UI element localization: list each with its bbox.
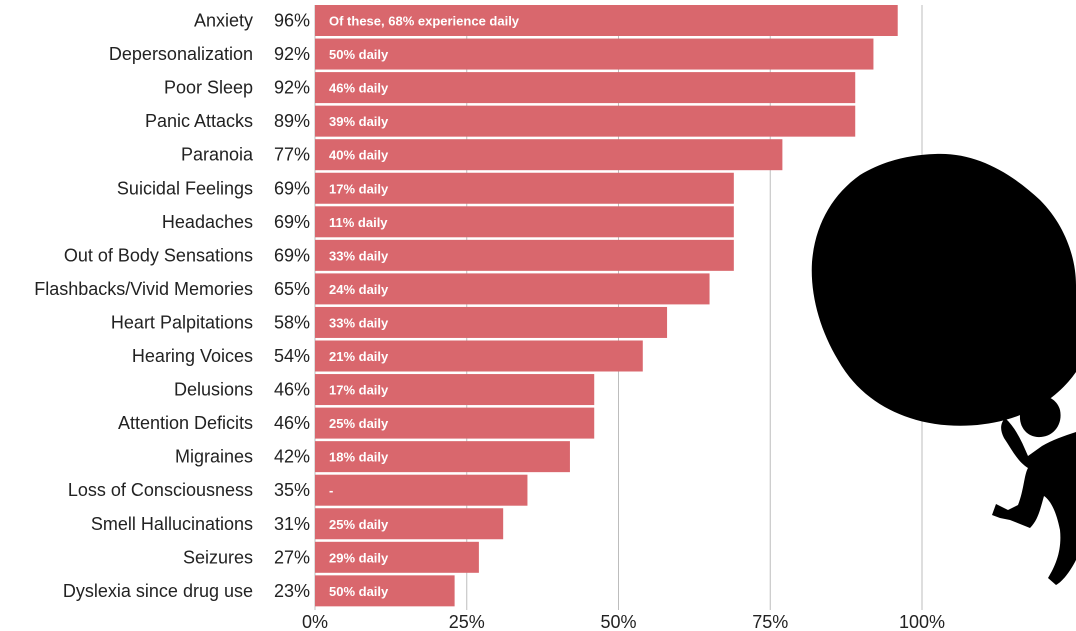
bar — [315, 72, 856, 104]
value-label: 69% — [274, 245, 310, 265]
category-label: Poor Sleep — [164, 78, 253, 98]
x-tick-label: 25% — [449, 612, 485, 631]
bar-data-label: 39% daily — [329, 114, 389, 129]
bar-data-label: Of these, 68% experience daily — [329, 14, 520, 29]
bar-data-label: 33% daily — [329, 315, 389, 330]
value-label: 23% — [274, 581, 310, 601]
category-label: Attention Deficits — [118, 413, 253, 433]
value-label: 58% — [274, 312, 310, 332]
value-label: 54% — [274, 346, 310, 366]
bar-data-label: 17% daily — [329, 181, 389, 196]
value-label: 96% — [274, 11, 310, 31]
bar-data-label: 24% daily — [329, 282, 389, 297]
bar — [315, 407, 595, 439]
bar — [315, 273, 710, 305]
bar — [315, 5, 898, 36]
bar — [315, 340, 643, 372]
bar — [315, 474, 528, 506]
category-label: Hearing Voices — [132, 346, 253, 366]
bar-data-label: 33% daily — [329, 248, 389, 263]
category-label: Seizures — [183, 547, 253, 567]
bar-data-label: 50% daily — [329, 47, 389, 62]
x-tick-label: 100% — [899, 612, 945, 631]
bar — [315, 172, 734, 204]
value-label: 92% — [274, 44, 310, 64]
bar — [315, 38, 874, 70]
bar-data-label: 17% daily — [329, 383, 389, 398]
value-label: 35% — [274, 480, 310, 500]
bar — [315, 139, 783, 171]
value-label: 65% — [274, 279, 310, 299]
value-label: 46% — [274, 413, 310, 433]
x-tick-label: 75% — [752, 612, 788, 631]
value-label: 69% — [274, 178, 310, 198]
bar — [315, 508, 504, 540]
bar-data-label: 46% daily — [329, 81, 389, 96]
bar — [315, 575, 455, 607]
value-label: 46% — [274, 380, 310, 400]
x-axis: 0% 25% 50% 75% 100% — [302, 612, 945, 631]
value-label: 77% — [274, 145, 310, 165]
category-label: Flashbacks/Vivid Memories — [34, 279, 253, 299]
bar — [315, 374, 595, 406]
category-label: Migraines — [175, 447, 253, 467]
bar-data-label: 25% daily — [329, 416, 389, 431]
category-label: Heart Palpitations — [111, 312, 253, 332]
category-label: Delusions — [174, 380, 253, 400]
bar — [315, 239, 734, 271]
value-label: 89% — [274, 111, 310, 131]
bar-data-label: 18% daily — [329, 450, 389, 465]
x-tick-label: 0% — [302, 612, 328, 631]
value-label: 42% — [274, 447, 310, 467]
bar-data-label: 40% daily — [329, 148, 389, 163]
category-label: Depersonalization — [109, 44, 253, 64]
bar — [315, 206, 734, 238]
category-label: Suicidal Feelings — [117, 178, 253, 198]
category-label: Out of Body Sensations — [64, 245, 253, 265]
bar — [315, 105, 856, 137]
value-label: 31% — [274, 514, 310, 534]
bar-data-label: - — [329, 483, 333, 498]
bar-data-label: 29% daily — [329, 550, 389, 565]
category-label: Panic Attacks — [145, 111, 253, 131]
value-label: 69% — [274, 212, 310, 232]
bar-data-label: 50% daily — [329, 584, 389, 599]
value-label: 27% — [274, 547, 310, 567]
bar-data-label: 21% daily — [329, 349, 389, 364]
category-label: Dyslexia since drug use — [63, 581, 253, 601]
category-label: Paranoia — [181, 145, 254, 165]
bar — [315, 306, 668, 338]
category-label: Loss of Consciousness — [68, 480, 253, 500]
category-label: Smell Hallucinations — [91, 514, 253, 534]
value-label: 92% — [274, 78, 310, 98]
category-label: Anxiety — [194, 11, 253, 31]
x-tick-label: 50% — [600, 612, 636, 631]
bar-data-label: 25% daily — [329, 517, 389, 532]
bar — [315, 441, 570, 473]
bars: Anxiety 96% Of these, 68% experience daily… — [34, 5, 898, 607]
bar — [315, 541, 479, 573]
category-label: Headaches — [162, 212, 253, 232]
bar-data-label: 11% daily — [329, 215, 388, 230]
sisyphus-boulder-silhouette — [811, 153, 1076, 585]
